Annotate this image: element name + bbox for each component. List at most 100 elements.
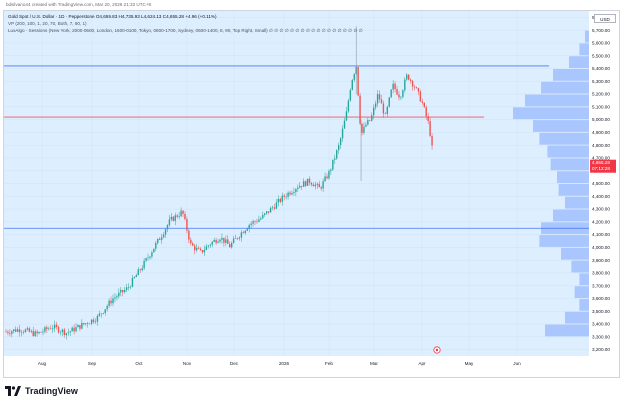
legend-luxalgo-sessions[interactable]: LuxAlgo · Sessions (New York, 2000-0500,… <box>8 28 363 33</box>
candle-body <box>334 158 336 160</box>
candle-body <box>299 185 301 188</box>
candle-body <box>122 289 124 293</box>
candle-body <box>341 128 344 139</box>
candle-body <box>57 326 60 333</box>
y-axis-tick-label: 5,300.00 <box>592 79 610 84</box>
candle-body <box>5 331 7 333</box>
candle-body <box>252 221 254 224</box>
candle-body <box>32 330 34 336</box>
candle-body <box>271 207 274 209</box>
candle-body <box>50 328 52 330</box>
candle-body <box>83 322 85 325</box>
legend-symbol-line[interactable]: Gold Spot / U.S. Dollar · 1D · Peppersto… <box>8 14 217 19</box>
candle-body <box>51 328 54 330</box>
candle-body <box>304 181 307 186</box>
economic-event-dot <box>435 348 439 352</box>
candle-body <box>164 229 167 235</box>
candle-body <box>71 327 73 332</box>
candle-body <box>153 248 155 253</box>
volume-profile-bar <box>553 69 589 81</box>
candle-body <box>256 221 258 223</box>
candle-body <box>36 331 38 334</box>
candle-body <box>429 121 431 136</box>
candle-body <box>104 309 106 313</box>
candle-body <box>192 243 194 246</box>
volume-profile-bar <box>513 107 589 120</box>
candle-body <box>63 329 66 336</box>
candle-body <box>137 269 139 276</box>
candle-body <box>75 327 77 332</box>
candle-body <box>135 275 138 278</box>
candle-body <box>30 330 32 332</box>
candle-body <box>28 328 31 332</box>
candle-body <box>7 331 9 334</box>
candle-body <box>347 100 350 112</box>
volume-profile-bar <box>550 158 589 171</box>
candle-body <box>195 247 198 251</box>
y-axis-tick-label: 4,500.00 <box>592 181 610 186</box>
y-axis-tick-label: 3,500.00 <box>592 309 610 314</box>
candle-body <box>186 219 188 231</box>
candle-body <box>174 215 176 221</box>
volume-profile-bar <box>547 145 589 158</box>
volume-profile-bar <box>539 132 589 145</box>
candle-body <box>369 120 371 121</box>
chart-frame[interactable]: 3,200.00 3,300.00 3,400.00 3,500.00 3,600.00… <box>3 10 620 378</box>
candle-body <box>85 323 87 325</box>
candle-body <box>353 74 355 80</box>
candle-body <box>406 74 408 80</box>
volume-profile-bar <box>565 311 589 324</box>
candle-body <box>264 213 266 215</box>
candle-body <box>194 245 196 251</box>
candle-body <box>371 115 373 121</box>
x-axis-tick-label: Oct <box>135 361 143 366</box>
legend-volume-profile[interactable]: VP (200, 100, 1, 20, 70, Both, 7, 60, 1) <box>8 21 87 26</box>
candle-body <box>24 329 27 333</box>
y-axis-tick-label: 3,600.00 <box>592 296 610 301</box>
candle-body <box>77 325 79 328</box>
candle-body <box>345 111 348 121</box>
candle-body <box>269 207 272 213</box>
candle-body <box>182 210 184 214</box>
candle-body <box>312 184 315 187</box>
candle-body <box>110 300 112 304</box>
candle-body <box>316 183 318 185</box>
candle-body <box>232 238 235 243</box>
candle-body <box>275 202 278 209</box>
x-axis-tick-label: Feb <box>325 361 333 366</box>
candle-body <box>332 159 334 170</box>
candle-body <box>20 331 23 333</box>
y-axis-tick-label: 3,200.00 <box>592 347 610 352</box>
candle-body <box>230 242 233 248</box>
candle-body <box>38 332 40 334</box>
candle-body <box>330 169 332 171</box>
candle-body <box>11 331 13 334</box>
candle-body <box>390 89 392 98</box>
candle-body <box>343 120 346 129</box>
candle-body <box>376 94 379 104</box>
price-chart[interactable]: 3,200.00 3,300.00 3,400.00 3,500.00 3,600.00… <box>4 11 619 377</box>
footer-brand: TradingView <box>5 383 78 399</box>
candle-body <box>322 181 324 189</box>
candle-body <box>419 91 422 102</box>
candle-body <box>421 101 424 103</box>
candle-body <box>388 97 390 107</box>
candle-body <box>402 90 404 97</box>
candle-body <box>94 321 97 323</box>
candle-body <box>92 319 95 322</box>
candle-body <box>302 181 305 187</box>
candle-body <box>149 256 151 258</box>
candle-body <box>96 315 99 322</box>
brand-name: TradingView <box>25 386 78 396</box>
volume-profile-bar <box>579 273 589 286</box>
candle-body <box>351 79 353 90</box>
candle-body <box>157 238 159 243</box>
candle-body <box>209 244 211 246</box>
currency-selector[interactable]: USD <box>594 14 616 23</box>
y-axis-tick-label: 4,700.00 <box>592 156 610 161</box>
candle-body <box>297 187 299 190</box>
candle-body <box>15 329 17 332</box>
candle-body <box>112 298 114 304</box>
candle-body <box>265 211 268 214</box>
volume-profile-bar <box>545 324 589 337</box>
